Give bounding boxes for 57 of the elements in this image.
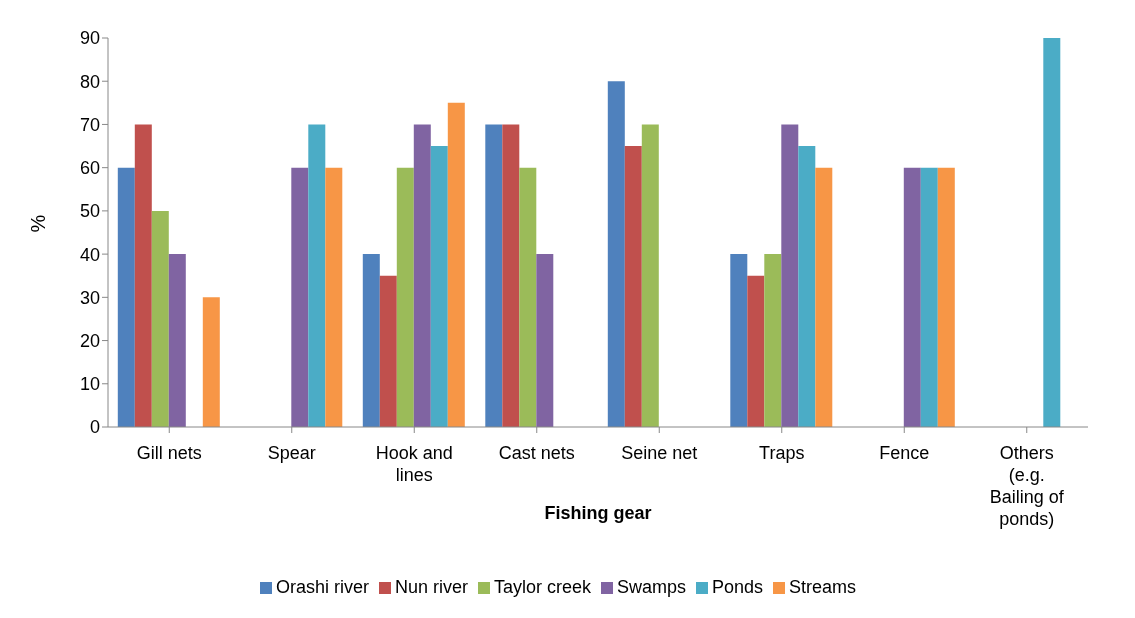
legend-label: Nun river bbox=[394, 577, 468, 597]
x-axis-title: Fishing gear bbox=[544, 503, 652, 523]
y-tick-label: 40 bbox=[79, 244, 100, 265]
bar bbox=[519, 167, 537, 427]
legend-label: Swamps bbox=[616, 577, 687, 597]
x-tick-label: Traps bbox=[759, 443, 805, 463]
bar bbox=[485, 124, 503, 427]
y-tick-label: 50 bbox=[79, 201, 100, 222]
bar bbox=[413, 124, 431, 427]
bar bbox=[815, 167, 833, 427]
bar bbox=[624, 146, 642, 427]
bar bbox=[308, 124, 326, 427]
y-tick-label: 0 bbox=[89, 417, 100, 438]
bar bbox=[536, 254, 554, 427]
x-tick-label: Cast nets bbox=[498, 443, 575, 463]
x-tick-label: Spear bbox=[267, 443, 316, 463]
y-tick-label: 60 bbox=[79, 158, 100, 179]
bar bbox=[447, 102, 465, 427]
x-tick-label: Seine net bbox=[621, 443, 698, 463]
bar bbox=[781, 124, 799, 427]
legend-label: Orashi river bbox=[275, 577, 369, 597]
legend-label: Taylor creek bbox=[493, 577, 591, 597]
bar bbox=[325, 167, 343, 427]
bar bbox=[1043, 38, 1061, 427]
legend-label: Ponds bbox=[712, 577, 764, 597]
bar bbox=[430, 146, 448, 427]
x-tick-label: Hook and lines bbox=[375, 443, 453, 485]
bar bbox=[607, 81, 625, 427]
bar bbox=[641, 124, 659, 427]
bar bbox=[920, 167, 938, 427]
bar bbox=[903, 167, 921, 427]
y-tick-label: 30 bbox=[79, 287, 100, 308]
bar bbox=[291, 167, 309, 427]
x-tick-label: Gill nets bbox=[136, 443, 202, 463]
bar bbox=[764, 254, 782, 427]
bar bbox=[502, 124, 520, 427]
y-tick-label: 70 bbox=[79, 114, 100, 135]
bar bbox=[379, 275, 397, 427]
x-tick-label: Fence bbox=[879, 443, 930, 463]
bar bbox=[134, 124, 152, 427]
y-tick-label: 10 bbox=[79, 374, 100, 395]
x-tick-label: Others (e.g. Bailing of ponds) bbox=[989, 443, 1065, 529]
bar bbox=[747, 275, 765, 427]
legend-label: Streams bbox=[789, 577, 857, 597]
y-tick-label: 90 bbox=[79, 28, 100, 49]
bar bbox=[117, 167, 135, 427]
bar bbox=[151, 210, 169, 427]
bar bbox=[937, 167, 955, 427]
y-tick-label: 20 bbox=[79, 330, 100, 351]
bar bbox=[798, 146, 816, 427]
bar bbox=[168, 254, 186, 427]
bar bbox=[730, 254, 748, 427]
bar bbox=[202, 297, 220, 427]
bar bbox=[362, 254, 380, 427]
bar bbox=[396, 167, 414, 427]
y-tick-label: 80 bbox=[79, 71, 100, 92]
y-axis-title: % bbox=[27, 214, 50, 233]
